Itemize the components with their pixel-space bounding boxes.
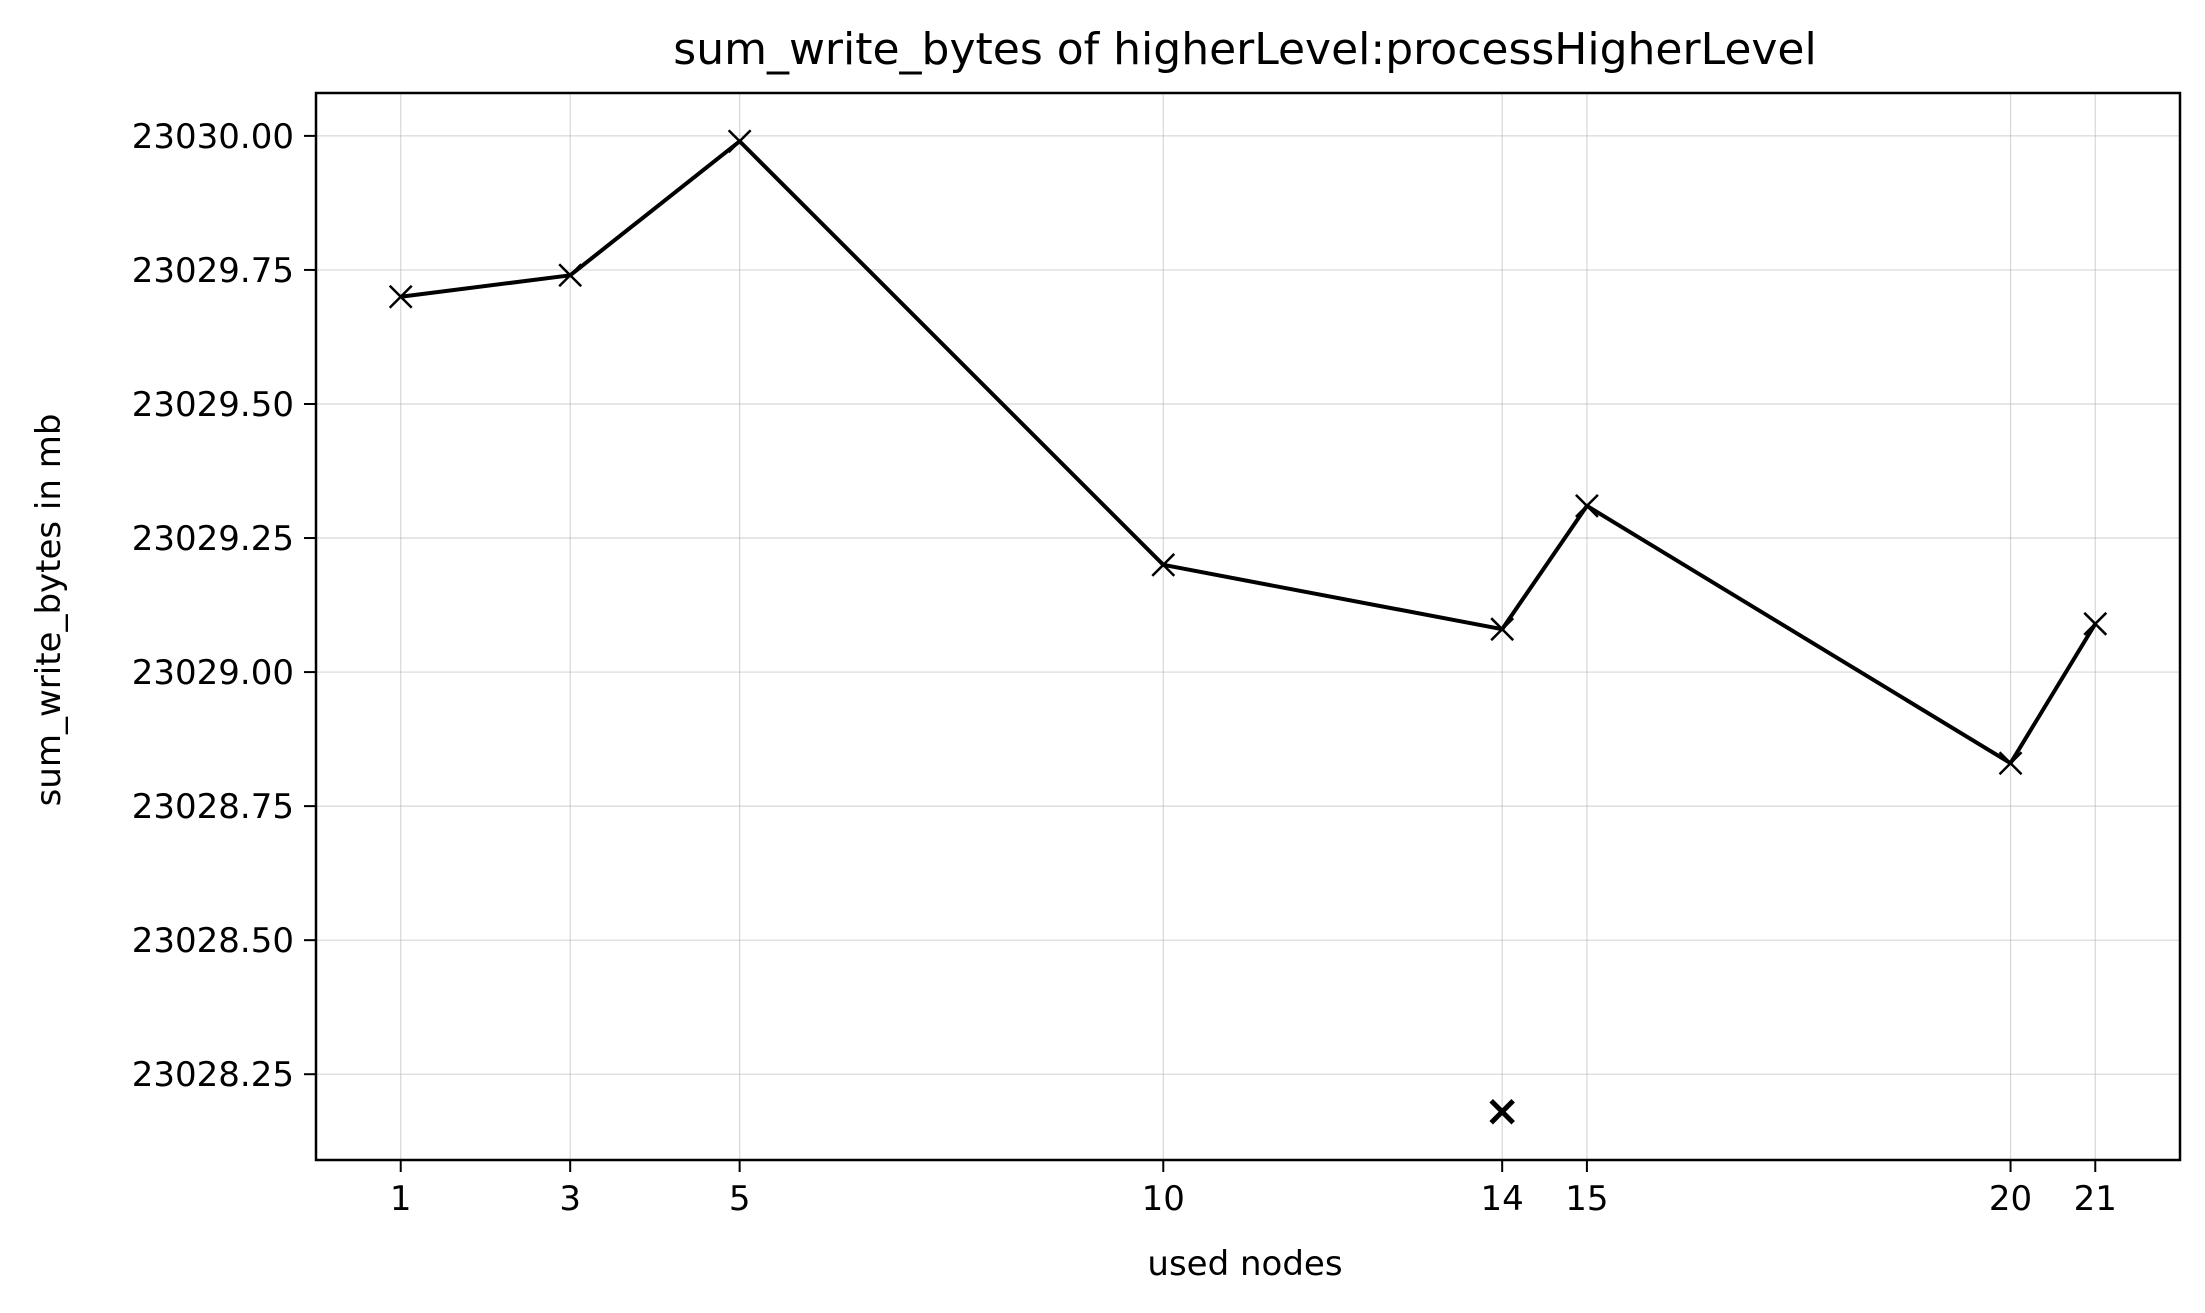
y-tick-label: 23029.00	[132, 653, 294, 693]
y-tick-label: 23030.00	[132, 117, 294, 157]
y-tick-label: 23028.75	[132, 787, 294, 827]
data-point-marker	[1575, 493, 1599, 518]
grid-lines	[316, 93, 2180, 1160]
y-axis-label: sum_write_bytes in mb	[29, 414, 69, 807]
data-point-marker	[558, 263, 583, 288]
data-point-marker	[1151, 552, 1176, 577]
x-tick-label: 1	[390, 1179, 412, 1219]
y-tick-label: 23029.25	[132, 519, 294, 559]
data-point-marker	[2083, 611, 2108, 636]
x-tick-label: 21	[2074, 1179, 2117, 1219]
x-axis-label: used nodes	[1147, 1244, 1342, 1284]
chart-title: sum_write_bytes of higherLevel:processHi…	[673, 24, 1816, 75]
outlier-point-marker	[1489, 1098, 1515, 1125]
plot-area-frame	[314, 91, 2182, 1162]
x-tick-label: 5	[729, 1179, 751, 1219]
x-tick-label: 15	[1565, 1179, 1608, 1219]
data-point-marker	[1490, 617, 1515, 642]
data-point-marker	[388, 284, 413, 309]
y-tick-label: 23029.75	[132, 251, 294, 291]
y-tick-label: 23028.25	[132, 1055, 294, 1095]
x-tick-label: 10	[1142, 1179, 1185, 1219]
series-layer	[388, 129, 2108, 1125]
data-point-marker	[727, 129, 752, 154]
x-tick-label: 20	[1989, 1179, 2032, 1219]
x-tick-label: 14	[1481, 1179, 1524, 1219]
axis-ticks: 1 3 5 10 14 15 20 21 23028.25 23028.50 23028.75 230…	[132, 117, 2117, 1219]
data-point-marker	[1998, 751, 2023, 776]
y-tick-label: 23028.50	[132, 921, 294, 961]
series-line	[400, 139, 2097, 766]
y-tick-label: 23029.50	[132, 385, 294, 425]
x-tick-label: 3	[559, 1179, 581, 1219]
